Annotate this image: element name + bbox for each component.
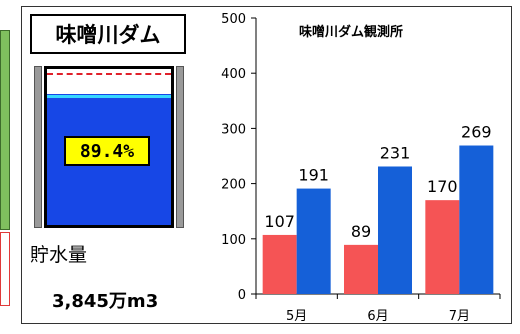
gauge-right-wall	[176, 66, 184, 228]
bar-data-label: 89	[351, 222, 371, 241]
storage-volume-value: 3,845万m3	[52, 287, 158, 313]
dam-name: 味噌川ダム	[30, 14, 186, 54]
bar-series-1	[344, 245, 378, 294]
bar-series-2	[378, 166, 412, 294]
bar-data-label: 269	[461, 123, 492, 142]
bar-data-label: 107	[264, 212, 295, 231]
storage-volume-label: 貯水量	[30, 240, 87, 267]
y-tick-label: 500	[221, 12, 246, 27]
bar-data-label: 191	[298, 166, 329, 185]
y-tick-label: 200	[221, 178, 246, 193]
adjacent-panel-green-edge	[0, 30, 10, 230]
bar-series-1	[263, 235, 297, 294]
chart-title: 味噌川ダム観測所	[299, 24, 403, 40]
y-tick-label: 100	[221, 233, 246, 248]
gauge-full-line	[47, 73, 171, 75]
bar-data-label: 231	[380, 143, 411, 162]
bar-series-2	[459, 146, 493, 294]
adjacent-panel-red-edge	[0, 232, 10, 306]
x-category-label: 6月	[367, 309, 388, 324]
y-tick-label: 300	[221, 122, 246, 137]
storage-rate-badge: 89.4%	[64, 136, 150, 166]
gauge-water-surface-line	[47, 95, 171, 98]
bar-data-label: 170	[427, 177, 458, 196]
y-tick-label: 0	[238, 288, 246, 303]
gauge-left-wall	[34, 66, 42, 228]
bar-series-1	[425, 200, 459, 294]
x-category-label: 7月	[449, 309, 470, 324]
bar-series-2	[297, 189, 331, 294]
x-category-label: 5月	[286, 309, 307, 324]
monthly-bar-chart: 味噌川ダム観測所 0 100 200 300 400 500 5月 107 191 6月 89 231…	[200, 8, 505, 324]
y-tick-label: 400	[221, 67, 246, 82]
